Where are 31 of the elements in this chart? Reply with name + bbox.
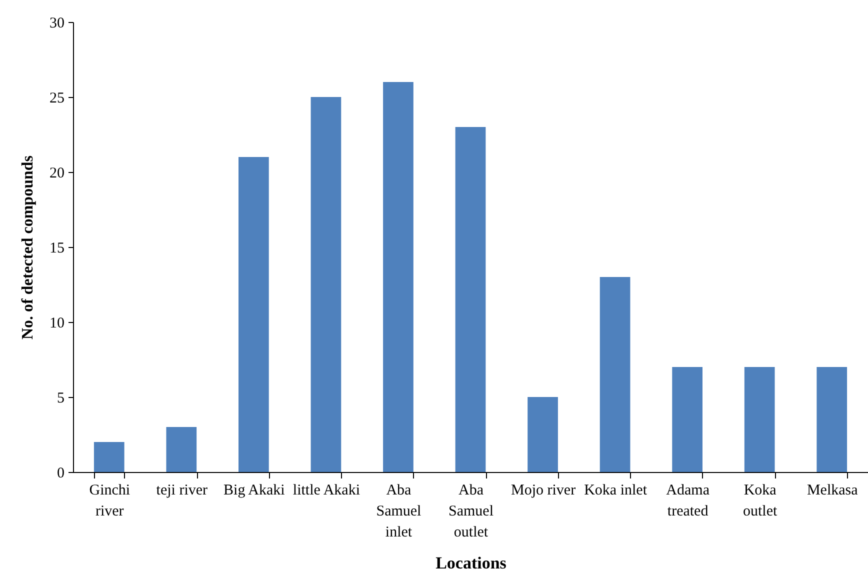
y-tick-label: 0 [57, 466, 64, 482]
x-tick-label: Aba Samuel outlet [448, 482, 494, 540]
bar [816, 367, 848, 472]
bar [238, 157, 269, 472]
y-tick-label: 20 [50, 166, 64, 182]
x-tick-label: Koka outlet [743, 482, 778, 520]
y-tick-label: 15 [50, 240, 64, 256]
y-tick-label: 30 [50, 16, 64, 32]
bar [744, 367, 775, 472]
x-tick-label: Ginchi river [89, 482, 130, 520]
x-tick-label: Big Akaki [224, 482, 285, 498]
x-tick-label: Mojo river [510, 482, 576, 498]
bar [455, 127, 486, 472]
x-tick-label: little Akaki [292, 482, 360, 498]
bar [672, 367, 702, 472]
x-tick-label: Aba Samuel inlet [376, 482, 422, 540]
y-tick-label: 5 [57, 390, 64, 406]
bar [528, 397, 558, 472]
x-tick-label: Adama treated [666, 482, 710, 520]
x-axis-title: Locations [436, 554, 507, 572]
bar [166, 427, 197, 472]
y-axis-title: No. of detected compounds [20, 156, 36, 340]
bar [94, 442, 124, 472]
bar [383, 82, 414, 472]
x-tick-label: Koka inlet [584, 482, 648, 498]
x-tick-label: teji river [156, 482, 208, 498]
x-tick-label: Melkasa [806, 482, 858, 498]
y-tick-label: 10 [50, 316, 64, 332]
y-tick-label: 25 [50, 90, 64, 106]
bar [600, 277, 630, 472]
bar [310, 97, 342, 472]
